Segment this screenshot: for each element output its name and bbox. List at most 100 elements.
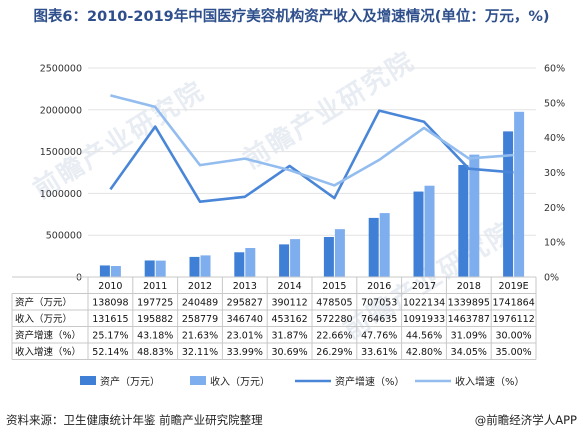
x-tick-label: 2015 xyxy=(322,281,346,292)
bar xyxy=(458,164,469,277)
table-cell: 52.14% xyxy=(92,347,128,358)
y-left-tick-label: 1000000 xyxy=(40,189,82,200)
x-tick-label: 2011 xyxy=(143,281,167,292)
legend-label: 资产增速（%） xyxy=(335,375,405,388)
x-tick-label: 2018 xyxy=(457,281,481,292)
legend-label: 收入增速（%） xyxy=(455,375,525,388)
bars xyxy=(99,111,525,278)
table-cell: 22.66% xyxy=(316,330,352,341)
y-right-tick-label: 0% xyxy=(544,273,559,284)
bar xyxy=(368,217,379,277)
table-cell: 453162 xyxy=(271,314,307,325)
table-cell: 43.18% xyxy=(137,330,173,341)
bar xyxy=(279,244,290,277)
table-cell: 1091933 xyxy=(403,314,445,325)
x-tick-label: 2016 xyxy=(367,281,391,292)
bar xyxy=(200,255,211,277)
table-cell: 295827 xyxy=(227,297,263,308)
legend-label: 收入（万元） xyxy=(210,375,270,388)
table-cell: 35.00% xyxy=(495,347,531,358)
bar xyxy=(99,265,110,277)
table-cell: 31.09% xyxy=(451,330,487,341)
table-row-label: 收入增速（%） xyxy=(15,346,81,358)
bar xyxy=(323,236,334,277)
y-left-tick-label: 2500000 xyxy=(40,64,82,75)
table-cell: 34.05% xyxy=(451,347,487,358)
x-tick-label: 2017 xyxy=(412,281,436,292)
table-cell: 390112 xyxy=(271,297,307,308)
gridlines xyxy=(88,67,536,278)
table-cell: 707053 xyxy=(361,297,397,308)
lines xyxy=(109,94,514,203)
table-cell: 44.56% xyxy=(406,330,442,341)
table-cell: 572280 xyxy=(316,314,352,325)
y-left-tick-label: 0 xyxy=(76,273,82,284)
x-tick-label: 2012 xyxy=(188,281,212,292)
table-cell: 26.29% xyxy=(316,347,352,358)
legend-swatch xyxy=(190,376,206,385)
table-cell: 1741864 xyxy=(492,297,534,308)
y-left-tick-label: 2000000 xyxy=(40,105,82,116)
y-right-tick-label: 30% xyxy=(544,168,565,179)
bar xyxy=(469,154,480,277)
y-right-tick-label: 60% xyxy=(544,64,565,75)
y-right-tick-label: 20% xyxy=(544,203,565,214)
bar xyxy=(514,111,525,278)
data-table: 2010 2011 2012 2013 2014 2015 2016 2017 2018 2019… xyxy=(11,276,537,360)
table-cell: 21.63% xyxy=(182,330,218,341)
table-cell: 131615 xyxy=(92,314,128,325)
x-tick-label: 2014 xyxy=(278,281,302,292)
table-cell: 240489 xyxy=(182,297,218,308)
table-row-label: 资产（万元） xyxy=(15,296,72,308)
table-cell: 30.00% xyxy=(495,330,531,341)
table-cell: 1022134 xyxy=(403,297,445,308)
legend: 资产（万元） 收入（万元） 资产增速（%） 收入增速（%） xyxy=(80,375,525,388)
y-right-tick-label: 40% xyxy=(544,133,565,144)
table-cell: 33.61% xyxy=(361,347,397,358)
table-cell: 346740 xyxy=(227,314,263,325)
table-cell: 47.76% xyxy=(361,330,397,341)
bar xyxy=(413,191,424,277)
table-cell: 42.80% xyxy=(406,347,442,358)
y-right-tick-label: 50% xyxy=(544,98,565,109)
table-cell: 1463787 xyxy=(448,314,490,325)
table-cell: 31.87% xyxy=(271,330,307,341)
source-note: 资料来源：卫生健康统计年鉴 前瞻产业研究院整理 xyxy=(6,413,263,427)
series-line xyxy=(109,109,514,203)
bar xyxy=(245,248,256,277)
x-tick-label: 2013 xyxy=(233,281,257,292)
table-cell: 30.69% xyxy=(271,347,307,358)
bar xyxy=(189,256,200,277)
table-cell: 197725 xyxy=(137,297,173,308)
y-left-tick-label: 1500000 xyxy=(40,147,82,158)
table-cell: 258779 xyxy=(182,314,218,325)
table-row-label: 收入（万元） xyxy=(15,313,72,325)
bar xyxy=(379,213,390,277)
table-row-label: 资产增速（%） xyxy=(15,329,81,341)
bar xyxy=(110,265,121,277)
table-cell: 48.83% xyxy=(137,347,173,358)
table-cell: 25.17% xyxy=(92,330,128,341)
table-cell: 33.99% xyxy=(227,347,263,358)
legend-label: 资产（万元） xyxy=(100,375,160,388)
bar xyxy=(424,185,435,277)
bar xyxy=(290,239,301,277)
table-cell: 23.01% xyxy=(227,330,263,341)
x-tick-label: 2010 xyxy=(98,281,122,292)
legend-swatch xyxy=(80,376,96,385)
table-cell: 1976112 xyxy=(492,314,534,325)
bar xyxy=(503,131,514,277)
table-cell: 1339895 xyxy=(448,297,490,308)
chart-title: 图表6：2010-2019年中国医疗美容机构资产收入及增速情况(单位：万元，%) xyxy=(33,9,550,25)
series-line xyxy=(110,94,514,187)
table-cell: 138098 xyxy=(92,297,128,308)
x-tick-label: 2019E xyxy=(499,281,529,292)
bar xyxy=(144,260,155,277)
y-right-tick-label: 10% xyxy=(544,238,565,249)
bar xyxy=(234,252,245,277)
y-left-tick-label: 500000 xyxy=(46,231,82,242)
table-cell: 32.11% xyxy=(182,347,218,358)
bar xyxy=(334,229,345,277)
brand-label: @前瞻经济学人APP xyxy=(474,413,577,427)
